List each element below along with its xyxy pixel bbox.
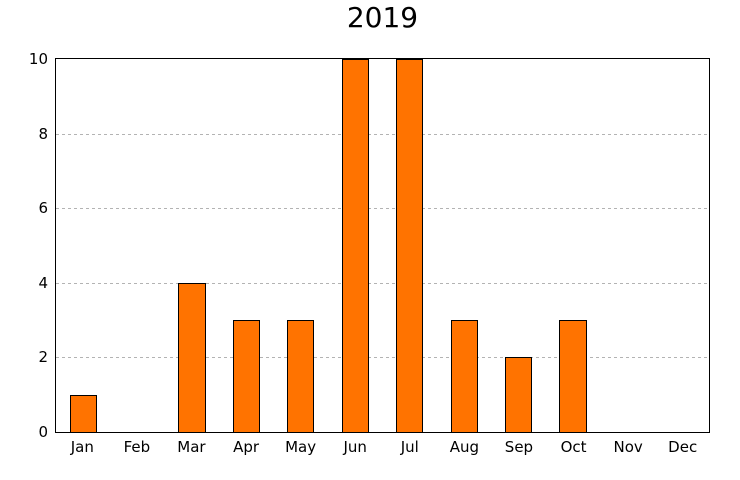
gridline-y-2 xyxy=(56,357,709,359)
x-tick-label-may: May xyxy=(285,438,317,456)
y-tick-label-4: 4 xyxy=(38,273,48,292)
x-tick-label-jan: Jan xyxy=(70,438,94,456)
x-tick-label-nov: Nov xyxy=(613,438,643,456)
bar-sep xyxy=(504,357,533,432)
gridline-y-8 xyxy=(56,133,709,135)
x-tick-label-sep: Sep xyxy=(504,438,534,456)
bar-apr xyxy=(232,320,261,432)
gridline-y-6 xyxy=(56,208,709,210)
plot-frame xyxy=(55,58,710,433)
x-axis: Jan Feb Mar Apr May Jun Jul Aug Sep Oct Nov Dec xyxy=(55,438,710,460)
bar-jan xyxy=(69,394,97,432)
bar-mar xyxy=(178,282,206,432)
bar-may xyxy=(287,320,315,432)
x-tick-label-jul: Jul xyxy=(400,438,419,456)
plot-area xyxy=(56,59,709,432)
chart-title: 2019 xyxy=(346,1,419,34)
x-tick-label-dec: Dec xyxy=(668,438,698,456)
x-tick-label-aug: Aug xyxy=(449,438,480,456)
bar-oct xyxy=(559,320,587,432)
bar-aug xyxy=(450,320,478,432)
x-tick-label-apr: Apr xyxy=(233,438,260,456)
y-tick-label-8: 8 xyxy=(38,124,48,143)
y-tick-label-0: 0 xyxy=(38,423,48,441)
y-tick-label-2: 2 xyxy=(38,348,48,367)
x-tick-label-oct: Oct xyxy=(560,438,587,456)
bar-jul xyxy=(396,59,424,432)
x-tick-label-feb: Feb xyxy=(123,438,151,456)
y-tick-label-10: 10 xyxy=(28,50,48,68)
gridline-y-4 xyxy=(56,282,709,284)
bar-jun xyxy=(341,59,369,432)
y-axis: 0 2 4 6 8 10 xyxy=(0,0,48,480)
x-tick-label-mar: Mar xyxy=(177,438,206,456)
x-tick-label-jun: Jun xyxy=(343,438,367,456)
y-tick-label-6: 6 xyxy=(38,199,48,218)
